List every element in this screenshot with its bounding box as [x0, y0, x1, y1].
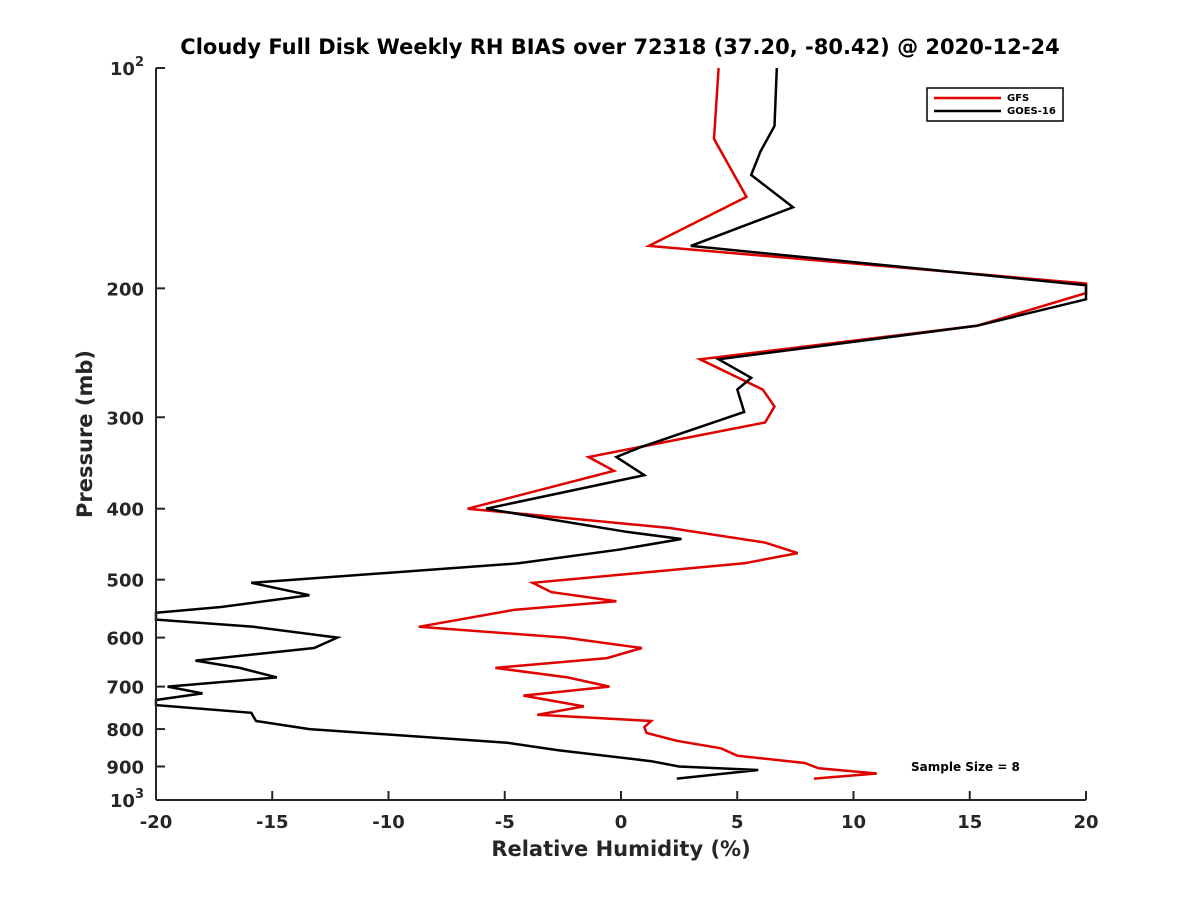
series-line-gfs	[418, 67, 1088, 780]
series-line-goes16	[154, 67, 1088, 780]
y-axis-label: Pressure (mb)	[73, 350, 97, 518]
legend-label-goes16: GOES-16	[1007, 106, 1056, 117]
chart-title: Cloudy Full Disk Weekly RH BIAS over 723…	[180, 35, 1059, 59]
legend-label-gfs: GFS	[1007, 93, 1029, 104]
x-tick-label: -15	[256, 812, 289, 833]
axes-frame	[156, 68, 1086, 800]
y-tick-label: 500	[106, 571, 144, 592]
x-tick-label: -5	[495, 812, 515, 833]
x-tick-label: -20	[140, 812, 173, 833]
y-tick-label: 103	[110, 787, 144, 812]
y-tick-label: 200	[106, 279, 144, 300]
y-ticks: 102 200 300 400 500 600 700 800 900 103	[106, 55, 165, 812]
x-tick-label: 0	[615, 812, 628, 833]
x-tick-label: -10	[372, 812, 405, 833]
x-tick-label: 5	[731, 812, 744, 833]
y-tick-label: 800	[106, 720, 144, 741]
y-tick-label: 600	[106, 629, 144, 650]
y-tick-label: 400	[106, 500, 144, 521]
legend: GFS GOES-16	[926, 87, 1064, 122]
legend-box	[926, 87, 1064, 122]
x-axis-label: Relative Humidity (%)	[491, 837, 750, 861]
y-tick-label: 102	[110, 55, 144, 80]
x-tick-label: 10	[841, 812, 866, 833]
x-tick-label: 15	[957, 812, 982, 833]
x-tick-label: 20	[1073, 812, 1098, 833]
y-tick-label: 300	[106, 408, 144, 429]
series-layer	[154, 67, 1088, 780]
y-tick-label: 900	[106, 758, 144, 779]
sample-size-annotation: Sample Size = 8	[911, 760, 1020, 774]
x-ticks: -20 -15 -10 -5 0 5 10 15 20	[140, 791, 1099, 833]
y-tick-label: 700	[106, 678, 144, 699]
